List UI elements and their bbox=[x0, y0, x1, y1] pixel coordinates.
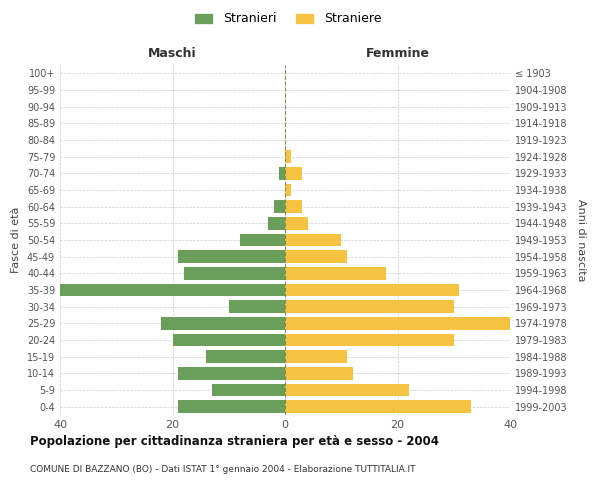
Bar bbox=[161, 317, 285, 330]
Bar bbox=[268, 217, 285, 230]
Legend: Stranieri, Straniere: Stranieri, Straniere bbox=[191, 8, 385, 29]
Bar bbox=[274, 200, 285, 213]
Bar bbox=[206, 350, 285, 363]
Y-axis label: Anni di nascita: Anni di nascita bbox=[576, 198, 586, 281]
Bar bbox=[285, 200, 302, 213]
Bar bbox=[285, 317, 510, 330]
Bar bbox=[229, 300, 285, 313]
Bar bbox=[285, 300, 454, 313]
Bar bbox=[178, 400, 285, 413]
Bar bbox=[240, 234, 285, 246]
Bar bbox=[285, 350, 347, 363]
Bar bbox=[285, 167, 302, 179]
Bar bbox=[285, 234, 341, 246]
Bar bbox=[178, 367, 285, 380]
Bar bbox=[184, 267, 285, 280]
Bar bbox=[285, 217, 308, 230]
Bar bbox=[285, 267, 386, 280]
Bar bbox=[173, 334, 285, 346]
Text: COMUNE DI BAZZANO (BO) - Dati ISTAT 1° gennaio 2004 - Elaborazione TUTTITALIA.IT: COMUNE DI BAZZANO (BO) - Dati ISTAT 1° g… bbox=[30, 465, 415, 474]
Bar bbox=[285, 334, 454, 346]
Y-axis label: Fasce di età: Fasce di età bbox=[11, 207, 21, 273]
Bar bbox=[212, 384, 285, 396]
Bar bbox=[285, 250, 347, 263]
Bar bbox=[285, 400, 470, 413]
Text: Popolazione per cittadinanza straniera per età e sesso - 2004: Popolazione per cittadinanza straniera p… bbox=[30, 435, 439, 448]
Bar bbox=[60, 284, 285, 296]
Bar bbox=[285, 367, 353, 380]
Bar bbox=[285, 384, 409, 396]
Text: Femmine: Femmine bbox=[365, 47, 430, 60]
Text: Maschi: Maschi bbox=[148, 47, 197, 60]
Bar bbox=[285, 150, 290, 163]
Bar bbox=[178, 250, 285, 263]
Bar bbox=[285, 284, 460, 296]
Bar bbox=[280, 167, 285, 179]
Bar bbox=[285, 184, 290, 196]
